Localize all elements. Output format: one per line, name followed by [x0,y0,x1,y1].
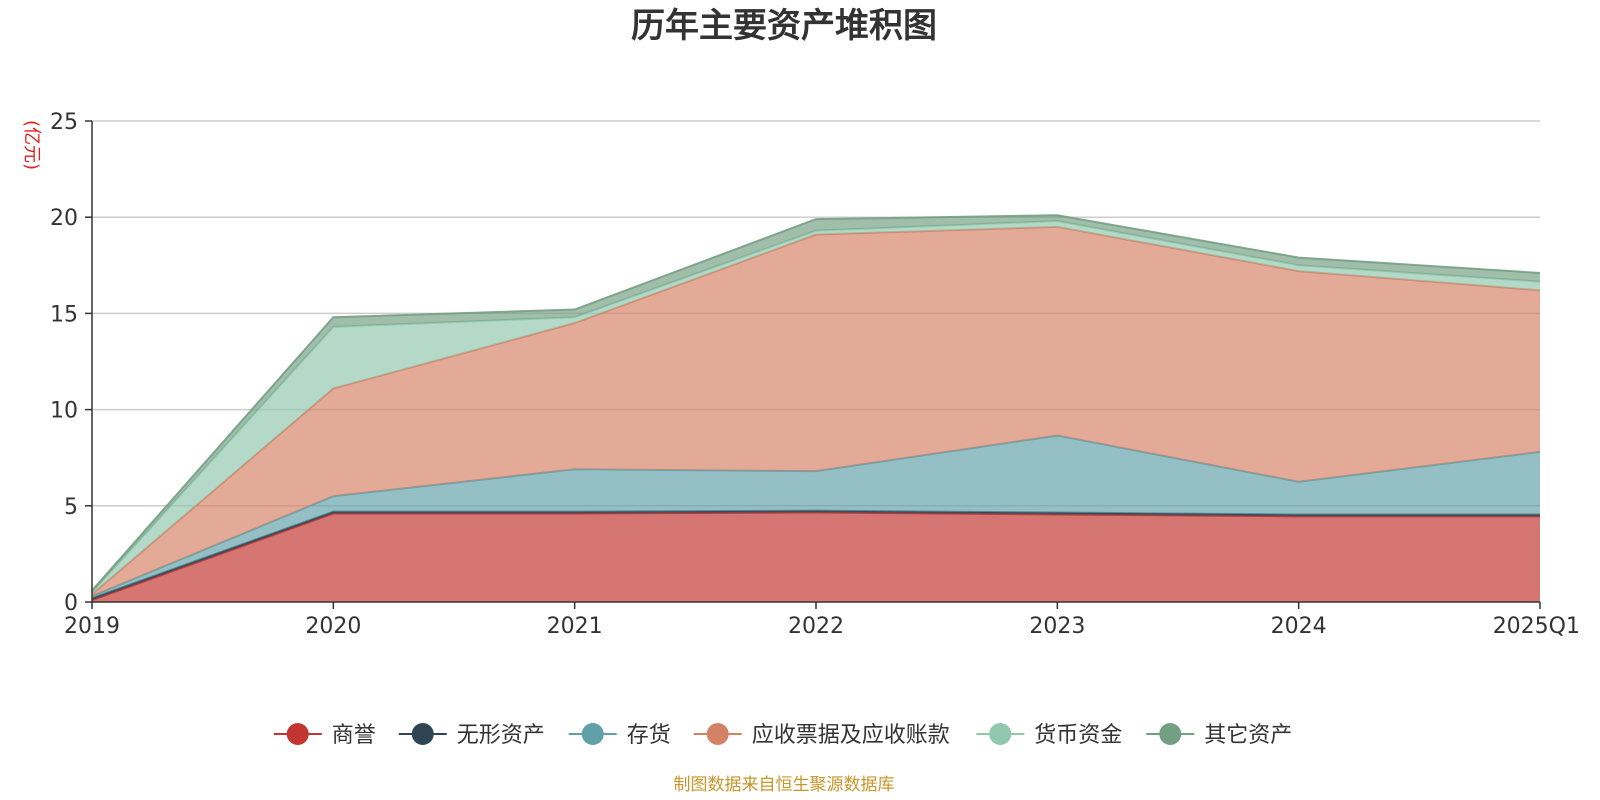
x-tick-label-2: 2021 [547,614,603,639]
x-tick-label-1: 2020 [305,614,361,639]
area-series-0 [92,512,1540,602]
legend-label-0: 商誉 [332,723,376,748]
legend: 商誉 无形资产 存货 应收票据及应收账款 货币资金 其它资产 [273,723,1292,748]
x-tick-label-0: 2019 [64,614,120,639]
legend-marker-0 [286,723,309,745]
y-axis-unit-label: (亿元) [21,120,42,170]
x-tick-label-3: 2022 [788,614,844,639]
y-tick-label-3: 15 [50,302,78,327]
legend-marker-3 [706,723,729,745]
chart-title: 历年主要资产堆积图 [631,6,937,46]
legend-item-4[interactable]: 货币资金 [976,723,1122,748]
y-tick-label-0: 0 [64,591,78,616]
legend-marker-4 [989,723,1012,745]
legend-item-2[interactable]: 存货 [568,723,671,748]
legend-item-5[interactable]: 其它资产 [1146,723,1292,748]
legend-label-1: 无形资产 [457,723,545,748]
area-series [91,214,1541,602]
data-source-note: 制图数据来自恒生聚源数据库 [674,775,895,795]
legend-item-1[interactable]: 无形资产 [398,723,545,748]
y-tick-label-4: 20 [50,206,78,231]
x-tick-label-6: 2025Q1 [1493,614,1580,639]
x-tick-label-4: 2023 [1029,614,1085,639]
y-tick-label-5: 25 [50,110,78,135]
legend-item-3[interactable]: 应收票据及应收账款 [693,723,950,748]
legend-marker-1 [411,723,434,745]
y-tick-label-1: 5 [64,495,78,520]
series-line-5 [91,214,1541,592]
legend-label-2: 存货 [627,723,671,748]
axes: 0 5 10 15 20 25 2019 2020 2021 2022 2023 2024 2025Q1 [50,110,1580,639]
legend-marker-2 [581,723,604,745]
area-series-2 [92,435,1540,599]
legend-label-4: 货币资金 [1034,723,1122,748]
legend-item-0[interactable]: 商誉 [273,723,376,748]
legend-label-5: 其它资产 [1204,723,1292,748]
y-tick-label-2: 10 [50,399,78,424]
area-series-3 [92,226,1540,597]
legend-label-3: 应收票据及应收账款 [752,723,950,748]
x-tick-label-5: 2024 [1271,614,1327,639]
legend-marker-5 [1159,723,1182,745]
